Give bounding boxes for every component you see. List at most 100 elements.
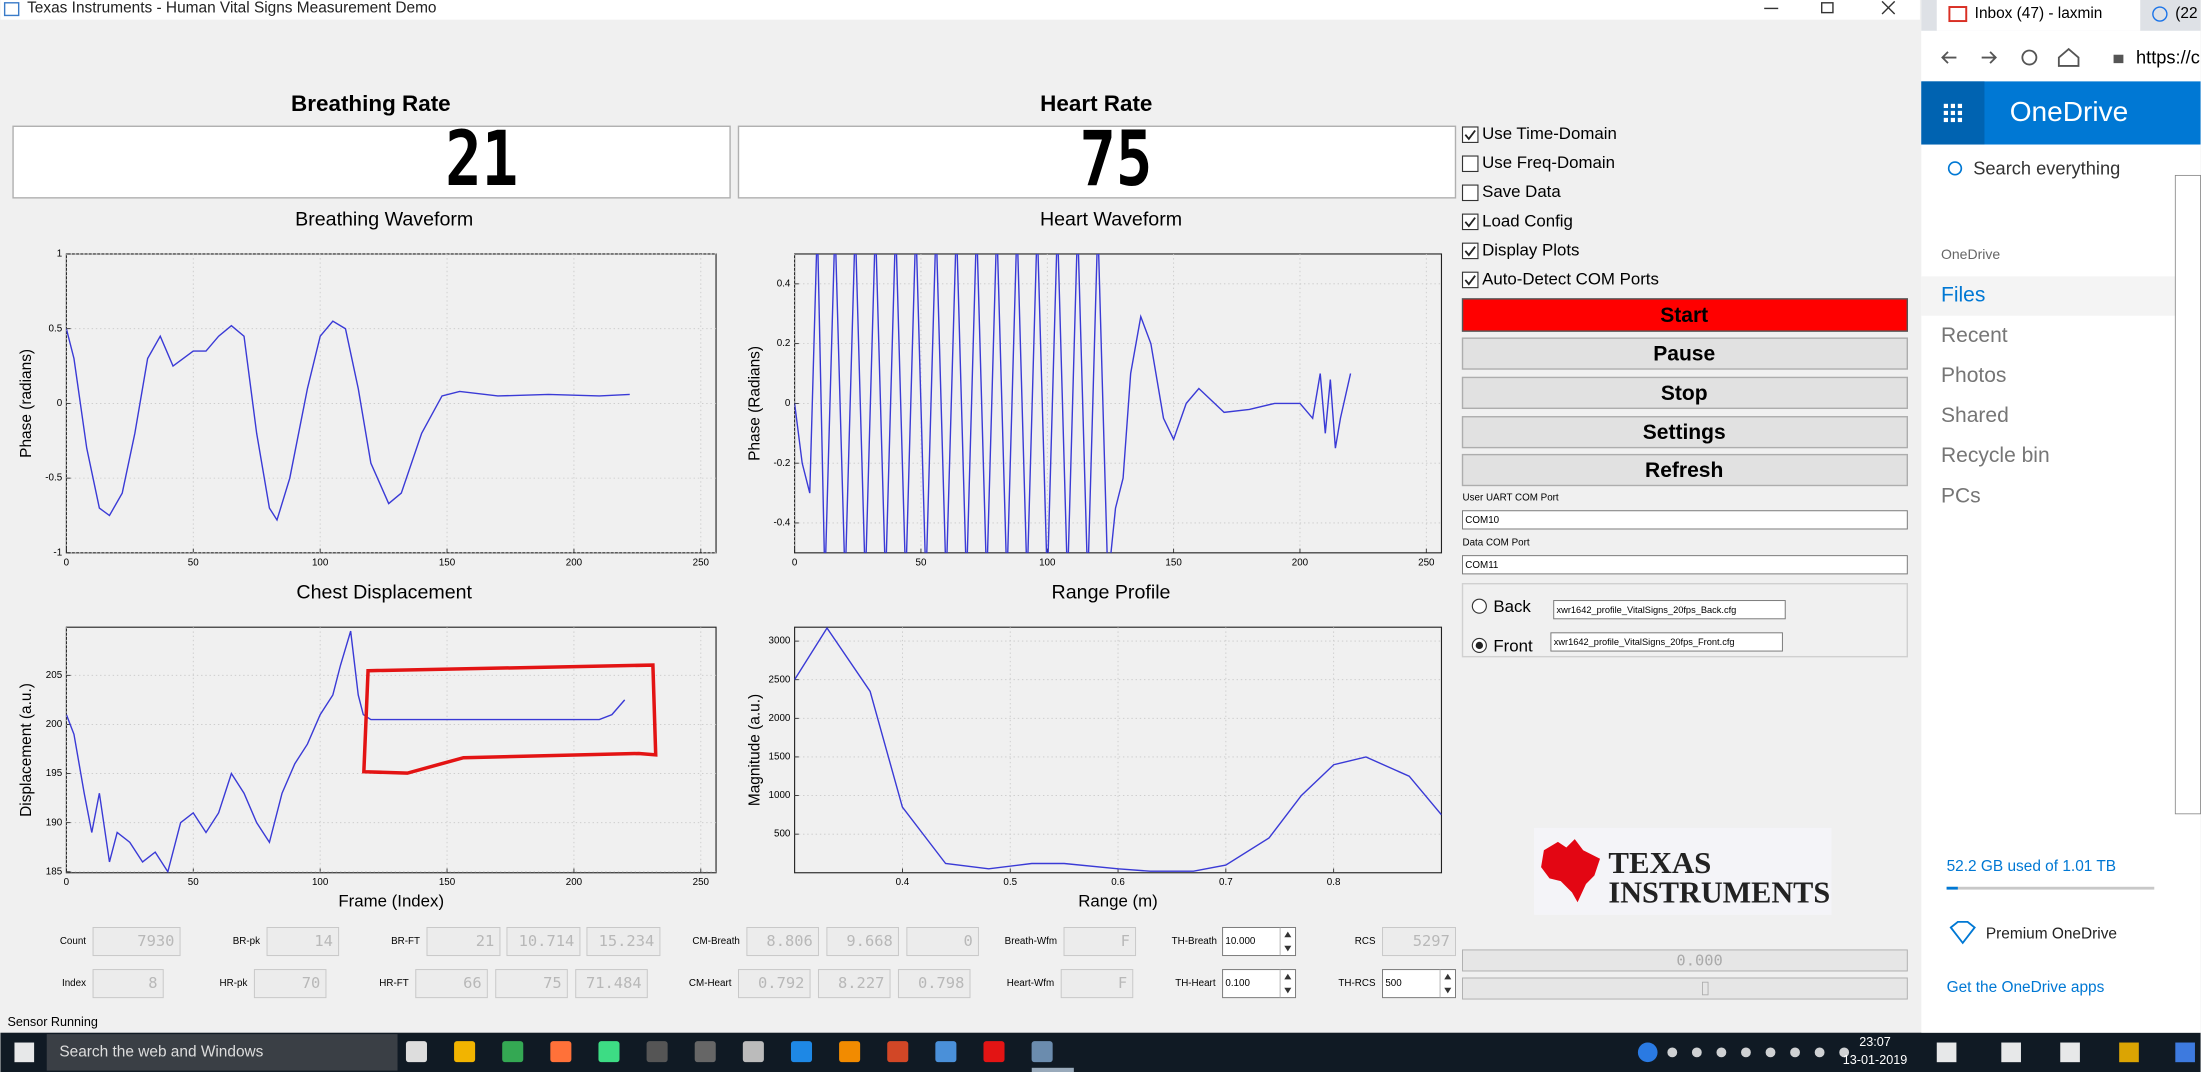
readout-value: F xyxy=(1121,932,1130,950)
checkmark xyxy=(1464,217,1476,228)
spin-box[interactable] xyxy=(1382,969,1456,999)
readout-value: 8.227 xyxy=(838,974,884,992)
checkbox[interactable] xyxy=(1461,126,1479,143)
taskbar-icon[interactable] xyxy=(1031,1041,1053,1063)
text-input[interactable] xyxy=(1462,555,1908,575)
button-label: Settings xyxy=(1643,421,1726,444)
plot-area xyxy=(65,626,717,874)
radio-button[interactable] xyxy=(1471,598,1487,614)
tray-icon[interactable] xyxy=(1765,1047,1776,1058)
field-label: User UART COM Port xyxy=(1463,493,1559,504)
taskbar-icon[interactable] xyxy=(454,1041,476,1063)
taskbar-icon[interactable] xyxy=(646,1041,668,1063)
restore-button[interactable] xyxy=(1821,2,1834,14)
active-indicator xyxy=(1031,1067,1074,1072)
taskbar-icon[interactable] xyxy=(502,1041,524,1063)
reload-button[interactable] xyxy=(2021,49,2038,66)
checkbox[interactable] xyxy=(1461,155,1479,173)
storage-text: 52.2 GB used of 1.01 TB xyxy=(1947,858,2116,875)
taskbar-icon[interactable] xyxy=(405,1041,427,1063)
url-text: https://c xyxy=(2136,47,2200,68)
readout-value: 14 xyxy=(314,932,333,950)
taskbar-icon[interactable] xyxy=(742,1041,764,1063)
tray-icon[interactable] xyxy=(1691,1047,1702,1058)
clock-date: 13-01-2019 xyxy=(1843,1053,1908,1067)
text-input[interactable] xyxy=(1462,510,1908,530)
file-input[interactable] xyxy=(1550,632,1783,652)
tray-icon[interactable] xyxy=(1741,1047,1751,1058)
checkbox[interactable] xyxy=(1461,184,1479,202)
tray-icon[interactable] xyxy=(1667,1047,1678,1058)
x-tick-label: 150 xyxy=(1165,557,1182,568)
start-button[interactable] xyxy=(14,1042,35,1063)
y-tick-label: 0 xyxy=(785,398,791,409)
stat-label: HR-pk xyxy=(220,978,248,989)
readout-value: 9.668 xyxy=(846,932,892,950)
nav-buttons[interactable] xyxy=(1941,47,2080,67)
taskbar-icon[interactable] xyxy=(839,1041,861,1063)
readout-value: 10.714 xyxy=(519,932,575,950)
taskbar-icon[interactable] xyxy=(694,1041,716,1063)
readout-value: 0 xyxy=(964,932,973,950)
search-box[interactable] xyxy=(46,1034,398,1071)
taskbar-icon[interactable] xyxy=(2060,1042,2080,1063)
tray-icon[interactable] xyxy=(1839,1047,1850,1058)
tray-icon[interactable] xyxy=(1637,1042,1658,1063)
taskbar-icon[interactable] xyxy=(550,1041,572,1063)
launcher-dot xyxy=(1943,110,1948,116)
taskbar-icon[interactable] xyxy=(598,1041,620,1063)
launcher-dot xyxy=(1943,103,1948,109)
readout-value: F xyxy=(1118,974,1127,992)
rate-label: Breathing Rate xyxy=(291,91,451,116)
file-name: xwr1642_profile_VitalSigns_20fps_Back.cf… xyxy=(1557,605,1737,615)
taskbar-icon[interactable] xyxy=(983,1041,1005,1063)
taskbar-icon[interactable] xyxy=(887,1041,909,1063)
tray-icon[interactable] xyxy=(1814,1047,1825,1058)
launcher-dot xyxy=(1950,103,1956,109)
premium-icon xyxy=(1949,920,1976,945)
readout-value: 7930 xyxy=(137,932,174,950)
x-tick-label: 200 xyxy=(566,877,583,888)
chart xyxy=(65,253,717,554)
tab[interactable] xyxy=(1936,0,2141,31)
readout-value: 8 xyxy=(148,974,157,992)
button[interactable] xyxy=(1461,337,1909,370)
search-text: Search the web and Windows xyxy=(59,1043,263,1060)
button[interactable] xyxy=(1461,416,1909,449)
stat-label: Count xyxy=(60,936,86,947)
tray-icon[interactable] xyxy=(1790,1047,1800,1058)
button[interactable] xyxy=(1461,298,1909,332)
taskbar-icon[interactable] xyxy=(935,1041,957,1063)
button[interactable] xyxy=(1461,376,1909,410)
x-tick-label: 0.5 xyxy=(1003,877,1017,888)
readout-value: 66 xyxy=(463,974,482,992)
rate-value: 75 xyxy=(1079,115,1152,203)
apps-link[interactable]: Get the OneDrive apps xyxy=(1947,979,2105,996)
readout-box xyxy=(92,926,181,957)
premium-link[interactable]: Premium OneDrive xyxy=(1986,926,2117,943)
chart xyxy=(794,253,1443,554)
storage-bar xyxy=(1946,886,2155,890)
spin-box[interactable] xyxy=(1222,926,1297,957)
tray-icon[interactable] xyxy=(1716,1047,1727,1058)
checkbox[interactable] xyxy=(1461,242,1479,260)
spin-box[interactable] xyxy=(1222,969,1297,999)
taskbar-icon[interactable] xyxy=(1936,1042,1957,1063)
stat-label: TH-Breath xyxy=(1172,936,1217,947)
checkbox[interactable] xyxy=(1461,271,1479,289)
taskbar-icon[interactable] xyxy=(790,1041,813,1063)
nav-item: Recycle bin xyxy=(1941,444,2050,467)
chart xyxy=(65,626,717,874)
button[interactable] xyxy=(1461,453,1909,487)
taskbar-icon[interactable] xyxy=(2175,1042,2195,1063)
close-button[interactable] xyxy=(1881,0,1896,15)
spin-arrows xyxy=(1444,973,1452,994)
taskbar-icon[interactable] xyxy=(2001,1042,2021,1063)
y-tick-label: 0 xyxy=(57,398,63,409)
taskbar-icon[interactable] xyxy=(2119,1042,2139,1063)
file-input[interactable] xyxy=(1553,600,1786,620)
checkbox[interactable] xyxy=(1461,213,1479,231)
checkmark xyxy=(1464,275,1476,286)
input-value: COM11 xyxy=(1465,560,1498,571)
